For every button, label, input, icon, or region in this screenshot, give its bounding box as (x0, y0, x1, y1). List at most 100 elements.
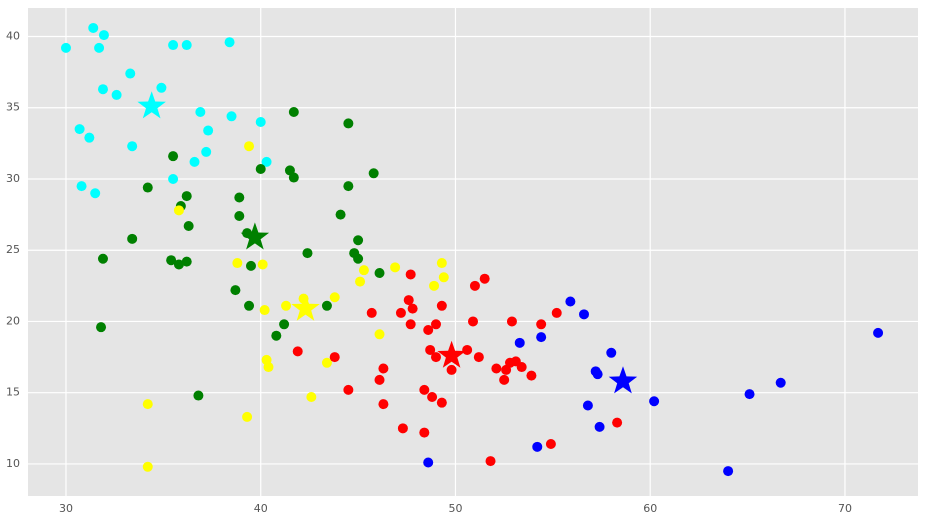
point (430, 319, 441, 330)
point (173, 259, 184, 270)
point (374, 268, 385, 279)
point (419, 427, 430, 438)
point (279, 319, 290, 330)
point (446, 364, 457, 375)
point (366, 307, 377, 318)
point (261, 156, 272, 167)
point (479, 273, 490, 284)
point (97, 84, 108, 95)
point (436, 397, 447, 408)
point (551, 307, 562, 318)
point (335, 209, 346, 220)
point (526, 370, 537, 381)
x-tick-label: 60 (643, 502, 657, 515)
point (173, 205, 184, 216)
point (306, 391, 317, 402)
point (142, 399, 153, 410)
x-tick-label: 50 (448, 502, 462, 515)
point (181, 256, 192, 267)
point (423, 325, 434, 336)
point (288, 172, 299, 183)
point (257, 259, 268, 270)
point (355, 276, 366, 287)
point (234, 192, 245, 203)
y-tick-label: 30 (6, 172, 20, 185)
point (271, 330, 282, 341)
point (419, 384, 430, 395)
point (353, 253, 364, 264)
x-tick-label: 30 (59, 502, 73, 515)
centroid-star (291, 293, 320, 321)
point (423, 457, 434, 468)
point (532, 441, 543, 452)
point (183, 220, 194, 231)
point (329, 292, 340, 303)
point (263, 362, 274, 373)
point (374, 374, 385, 385)
point (473, 352, 484, 363)
point (84, 132, 95, 143)
point (343, 384, 354, 395)
point (873, 327, 884, 338)
point (292, 346, 303, 357)
point (244, 141, 255, 152)
point (90, 188, 101, 199)
x-tick-label: 40 (254, 502, 268, 515)
point (565, 296, 576, 307)
point (343, 118, 354, 129)
point (98, 30, 109, 41)
point (469, 280, 480, 291)
point (288, 107, 299, 118)
point (88, 22, 99, 33)
point (425, 344, 436, 355)
centroid-star (240, 222, 270, 250)
point (168, 151, 179, 162)
point (242, 411, 253, 422)
centroid-star (608, 366, 638, 394)
point (612, 417, 623, 428)
point (74, 124, 85, 135)
point (281, 300, 292, 311)
point (94, 42, 105, 53)
point (592, 369, 603, 380)
point (606, 347, 617, 358)
point (438, 272, 449, 283)
point (485, 456, 496, 467)
point (60, 42, 71, 53)
point (390, 262, 401, 273)
point (127, 141, 138, 152)
point (230, 285, 241, 296)
point (142, 461, 153, 472)
point (76, 181, 87, 192)
point (403, 295, 414, 306)
y-tick-label: 10 (6, 457, 20, 470)
y-tick-label: 35 (6, 101, 20, 114)
y-tick-label: 15 (6, 386, 20, 399)
point (649, 396, 660, 407)
point (374, 329, 385, 340)
point (166, 255, 177, 266)
point (156, 82, 167, 93)
point (255, 116, 266, 127)
x-tick-label: 70 (838, 502, 852, 515)
point (358, 265, 369, 276)
point (405, 319, 416, 330)
point (168, 40, 179, 51)
point (491, 363, 502, 374)
point (536, 332, 547, 343)
point (189, 156, 200, 167)
point (395, 307, 406, 318)
point (321, 300, 332, 311)
point (193, 390, 204, 401)
point (579, 309, 590, 320)
point (232, 258, 243, 269)
point (168, 173, 179, 184)
point (329, 352, 340, 363)
plot-area (28, 8, 918, 496)
point (234, 211, 245, 222)
point (397, 423, 408, 434)
point (343, 181, 354, 192)
point (405, 269, 416, 280)
y-tick-label: 20 (6, 314, 20, 327)
